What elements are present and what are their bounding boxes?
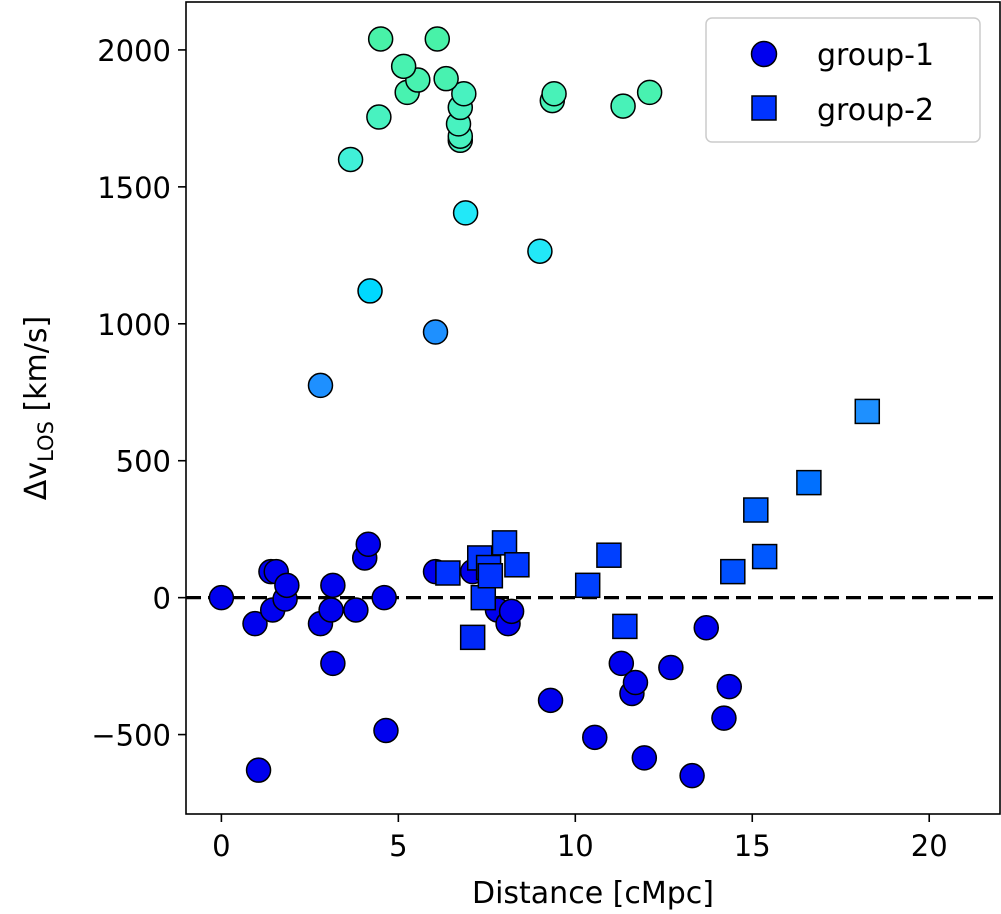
group-1-point-32 [716,673,743,700]
group-2-point-12 [743,497,769,523]
group-1-point-0 [208,584,235,611]
group-1-point-23 [582,724,608,751]
group-1-point-14 [355,531,382,557]
group-1-point-16 [373,717,399,744]
group-1-point-35 [357,278,383,304]
group-1-point-9 [318,597,344,623]
group-1-point-38 [337,146,364,173]
group-1-point-31 [711,705,737,731]
group-1-point-28 [658,654,684,681]
legend-marker-group-2 [751,95,777,121]
y-tick-label: 1500 [97,171,171,205]
group-1-point-11 [320,650,346,677]
group-2-point-15 [854,398,881,425]
group-1-point-29 [679,762,705,789]
group-1-point-2 [245,757,272,783]
group-1-point-54 [636,79,663,106]
group-1-point-36 [527,238,553,264]
group-1-point-7 [274,572,300,599]
group-2-point-13 [751,543,778,570]
group-1-point-39 [366,104,392,130]
group-1-point-50 [424,26,451,52]
group-1-point-1 [242,610,268,637]
group-1-point-12 [343,597,369,623]
x-tick-label: 5 [389,829,407,863]
group-1-point-15 [371,584,397,611]
group-1-point-44 [451,80,477,107]
x-tick-label: 15 [734,829,771,863]
y-axis-label-subscript: LOS [34,421,58,462]
group-1-point-30 [693,615,720,641]
group-1-point-37 [452,200,479,226]
data-points [208,26,881,789]
group-1-point-48 [390,53,417,80]
y-axis-label: ΔvLOS [km/s] [19,316,58,500]
x-tick-label: 0 [212,829,230,863]
group-2-point-1 [459,624,486,651]
group-2-point-9 [596,542,622,568]
group-2-point-8 [574,572,601,599]
group-1-point-33 [307,372,334,399]
group-1-point-49 [367,26,394,52]
legend: group-1 group-2 [705,17,981,143]
group-1-point-10 [320,572,346,599]
group-1-point-26 [622,669,649,696]
axis-ticks: 0 5 10 15 20 −500 0 500 1000 1500 2000 [91,34,947,863]
legend-label-group-1: group-1 [817,38,934,73]
x-tick-label: 20 [911,829,948,863]
y-axis-label-main: Δv [19,462,54,500]
group-2-point-6 [491,530,518,556]
y-tick-label: 500 [116,445,171,479]
group-2-point-3 [470,584,497,611]
y-tick-label: −500 [91,719,171,753]
group-1-point-52 [541,80,567,107]
group-2-point-0 [435,560,461,586]
group-1-point-24 [608,650,635,677]
y-tick-label: 1000 [97,308,171,342]
group-2-point-5 [477,562,504,589]
plot-frame [185,1,1001,815]
group-1-point-27 [631,745,658,771]
group-1-point-21 [498,598,525,625]
y-tick-label: 0 [153,582,171,616]
group-1-point-47 [433,65,459,92]
group-1-point-22 [537,687,564,714]
y-axis-label-unit: [km/s] [19,316,54,421]
group-1-point-53 [610,93,636,119]
y-tick-label: 2000 [97,34,171,68]
group-2-point-11 [720,558,746,585]
legend-label-group-2: group-2 [817,93,934,128]
group-2-point-10 [612,613,638,640]
legend-marker-group-1 [750,40,778,68]
group-2-point-7 [504,552,530,578]
x-axis-label: Distance [cMpc] [472,876,714,911]
group-1-point-34 [422,319,449,345]
x-tick-label: 10 [557,829,594,863]
group-2-point-14 [796,469,822,496]
